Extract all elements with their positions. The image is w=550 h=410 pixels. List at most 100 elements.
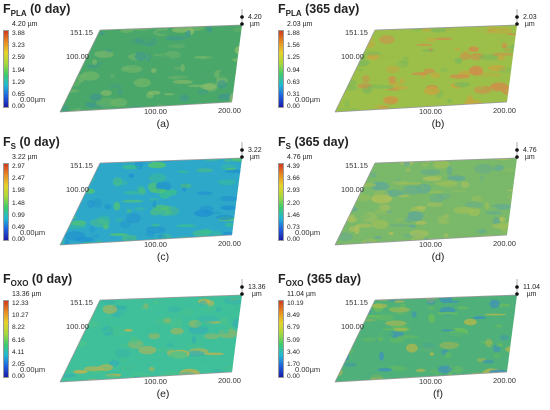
height-label: 4.20 µm: [248, 14, 262, 28]
surface-patch: [186, 350, 205, 357]
surface-patch: [357, 68, 364, 72]
surface-patch: [120, 343, 129, 348]
height-unit: µm: [251, 291, 262, 298]
surface-patch: [378, 35, 395, 44]
surface-patch: [176, 375, 191, 379]
surface-patch: [428, 175, 444, 178]
surface-patch: [509, 83, 514, 91]
surface-patch: [439, 67, 448, 73]
surface-patch: [153, 300, 159, 305]
surface-patch: [114, 88, 126, 93]
surface-patch: [501, 74, 516, 78]
colorbar-tick-label: 0.73: [287, 224, 300, 231]
surface-patch: [60, 69, 70, 79]
surface-patch: [92, 59, 98, 65]
surface-patch: [60, 104, 69, 112]
x-tick-mid: 100.00: [144, 377, 167, 386]
colorbar-tick-label: 8.49: [287, 312, 300, 320]
colorbar-max-label: 13.36 µm: [12, 291, 42, 298]
colorbar-tick-label: 3.66: [287, 175, 300, 183]
surface-patch: [361, 337, 377, 342]
surface-patch: [501, 42, 508, 49]
colorbar-tick-label: 2.47: [12, 175, 25, 183]
surface-patch: [416, 54, 428, 64]
height-base-marker: [515, 22, 519, 26]
surface-patch: [137, 295, 146, 301]
surface-patch: [125, 366, 133, 371]
surface-patch: [466, 95, 474, 105]
title-subscript: PLA: [10, 9, 27, 18]
surface-patch: [473, 76, 490, 84]
surface-patch: [174, 242, 187, 245]
title-subscript: OXO: [10, 279, 29, 288]
surface-patch: [206, 25, 212, 33]
surface-patch: [338, 333, 349, 342]
surface-patch: [449, 26, 458, 36]
surface-patch: [507, 193, 517, 201]
surface-patch: [144, 63, 162, 69]
surface-patch: [335, 212, 345, 218]
surface-panel-f: FOXO (365 day) 11.04 µm 10.19 8.49 6.79 5.09 3…: [275, 272, 550, 408]
surface-patch: [485, 171, 491, 177]
surface-patch: [134, 51, 147, 62]
colorbar-tick-label: 0.00: [287, 373, 300, 381]
surface-patch: [335, 97, 342, 103]
surface-patch: [434, 207, 446, 216]
surface-patch: [173, 66, 181, 71]
surface-panel-c: FS (0 day) 3.22 µm 2.97 2.47 1.98 1.48 0.99 0.4…: [0, 135, 275, 271]
surface-patch: [145, 231, 155, 237]
surface-patch: [113, 201, 121, 211]
surface-patch: [151, 223, 160, 228]
surface-patch: [118, 108, 125, 112]
surface-patch: [66, 47, 72, 51]
surface-patch: [240, 325, 242, 336]
colorbar-tick-label: 0.99: [12, 211, 25, 219]
y-axis-line: [334, 299, 376, 383]
surface-patch: [519, 84, 529, 90]
surface-patch: [186, 344, 203, 348]
surface-patch: [84, 102, 95, 107]
height-max-marker: [515, 285, 519, 289]
surface-patch: [218, 179, 236, 186]
surface-patch: [438, 220, 450, 224]
surface-patch: [159, 363, 176, 366]
x-tick-end: 200.00: [493, 106, 516, 115]
surface-patch: [102, 224, 109, 230]
surface-patch: [234, 45, 242, 55]
surface-patch: [423, 87, 440, 96]
colorbar-tick-label: 2.93: [287, 187, 300, 195]
surface-patch: [60, 44, 69, 52]
surface-patch: [411, 311, 417, 318]
surface-patch: [514, 57, 517, 63]
surface-patch: [488, 206, 499, 210]
surface-patch: [441, 329, 456, 332]
surface-patch: [172, 79, 193, 84]
y-axis-line: [59, 29, 101, 113]
surface-patch: [112, 177, 123, 187]
surface-patch: [109, 84, 121, 88]
surface-patch: [242, 353, 252, 358]
surface-patch: [484, 201, 490, 210]
surface-patch: [81, 176, 87, 181]
surface-patch: [496, 169, 513, 180]
surface-patch: [388, 223, 410, 227]
surface-patch: [371, 303, 388, 309]
surface-patch: [414, 350, 426, 353]
surface-patch: [222, 349, 236, 357]
surface-patch: [464, 201, 483, 209]
surface-patch: [454, 82, 470, 88]
surface-patch: [344, 362, 357, 368]
colorbar: [3, 300, 9, 378]
surface-patch: [474, 335, 487, 339]
surface-patch: [371, 181, 390, 191]
panel-title: FOXO (0 day): [3, 272, 72, 288]
surface-patch: [462, 239, 467, 245]
colorbar-tick-label: 10.27: [12, 312, 29, 320]
y-tick-top: 151.15: [70, 161, 93, 170]
surface-patch: [60, 348, 65, 356]
surface-patch: [233, 295, 242, 300]
surface-patch: [145, 295, 163, 297]
surface-patch: [469, 65, 483, 76]
surface-patch: [429, 193, 445, 204]
surface-patch: [424, 158, 431, 164]
